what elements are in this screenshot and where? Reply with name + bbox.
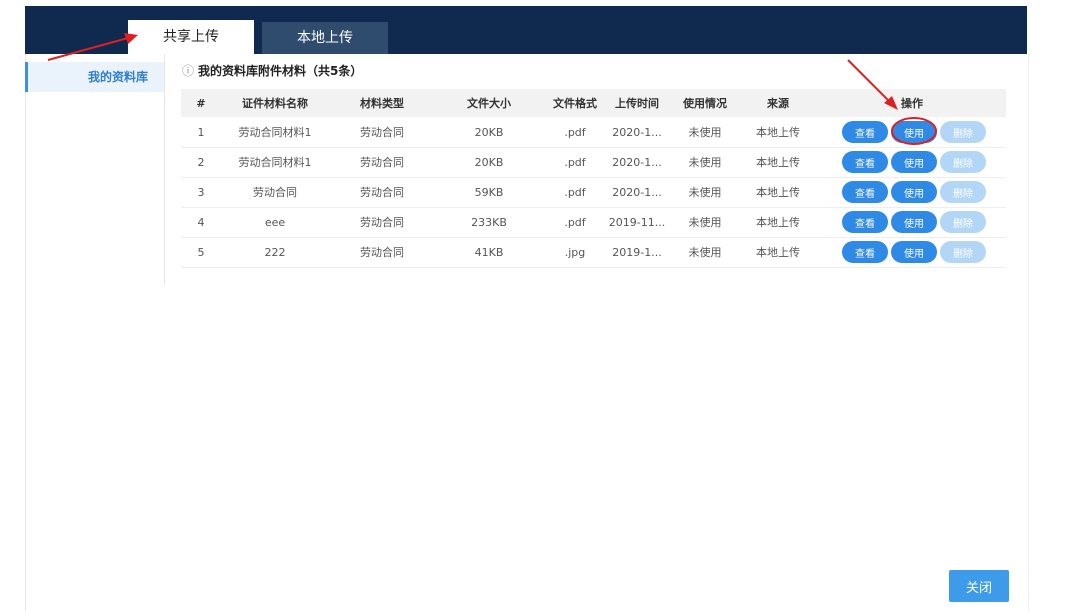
table-cell: 2020-1...: [612, 185, 662, 199]
action-button[interactable]: 使用: [891, 211, 937, 233]
table-cell: 5: [197, 245, 205, 259]
header-cell: 文件大小: [467, 97, 511, 110]
header-cell: 操作: [901, 97, 923, 110]
table-cell: 未使用: [688, 156, 722, 169]
heading: ⓘ 我的资料库附件材料（共5条）: [182, 62, 362, 79]
table-cell: 2020-1...: [612, 125, 662, 139]
action-button[interactable]: 删除: [940, 151, 986, 173]
table-cell: .jpg: [564, 245, 586, 259]
action-button[interactable]: 查看: [842, 241, 888, 263]
table-cell: 本地上传: [756, 246, 800, 259]
action-button[interactable]: 使用: [891, 121, 937, 143]
tab[interactable]: 共享上传: [128, 20, 254, 54]
table-cell: eee: [264, 215, 286, 229]
table-cell: 未使用: [688, 246, 722, 259]
action-button[interactable]: 删除: [940, 241, 986, 263]
tab[interactable]: 本地上传: [262, 22, 388, 54]
table-cell: 未使用: [688, 216, 722, 229]
header-cell: 材料类型: [360, 97, 404, 110]
action-button[interactable]: 查看: [842, 121, 888, 143]
table-cell: 2: [197, 155, 205, 169]
table-cell: 劳动合同: [360, 216, 404, 229]
table-cell: 劳动合同: [360, 156, 404, 169]
table-cell: 劳动合同: [360, 246, 404, 259]
header-cell: 证件材料名称: [242, 97, 308, 110]
table-row: 2 劳动合同材料1 劳动合同 20KB .pdf 2020-1... 未使用 本地上传 查看 使用…: [181, 147, 1006, 178]
info-icon: ⓘ: [182, 64, 195, 78]
header-cell: 来源: [767, 97, 789, 110]
table-cell: 222: [264, 245, 286, 259]
panel: [25, 54, 1029, 611]
action-button[interactable]: 使用: [891, 181, 937, 203]
sidebar: [25, 54, 165, 285]
table-cell: 20KB: [474, 155, 504, 169]
action-button[interactable]: 查看: [842, 151, 888, 173]
header-cell: 文件格式: [553, 97, 597, 110]
table-cell: 2020-1...: [612, 155, 662, 169]
table-cell: .pdf: [564, 155, 586, 169]
table-cell: .pdf: [564, 215, 586, 229]
table-cell: 未使用: [688, 126, 722, 139]
header-cell: 上传时间: [615, 97, 659, 110]
table-row: 4 eee 劳动合同 233KB .pdf 2019-11... 未使用 本地上传 查看 使用 删除: [181, 207, 1006, 238]
action-button[interactable]: 使用: [891, 241, 937, 263]
table-cell: 1: [197, 125, 205, 139]
table-cell: 劳动合同材料1: [238, 126, 312, 139]
table-header: # 证件材料名称 材料类型 文件大小 文件格式 上传时间 使用情况 来源 操作: [181, 89, 1006, 117]
table-cell: 20KB: [474, 125, 504, 139]
table-cell: 3: [197, 185, 205, 199]
action-button[interactable]: 删除: [940, 211, 986, 233]
table-cell: 本地上传: [756, 216, 800, 229]
action-button[interactable]: 使用: [891, 151, 937, 173]
table-cell: .pdf: [564, 125, 586, 139]
action-button[interactable]: 查看: [842, 181, 888, 203]
table-cell: 2019-1...: [612, 245, 662, 259]
table-row: 1 劳动合同材料1 劳动合同 20KB .pdf 2020-1... 未使用 本地上传 查看 使用…: [181, 117, 1006, 148]
header-cell: 使用情况: [683, 97, 727, 110]
close-button[interactable]: 关闭: [949, 570, 1009, 602]
heading-text: 我的资料库附件材料（共5条）: [198, 64, 363, 78]
table-cell: 劳动合同: [253, 186, 297, 199]
table-cell: 本地上传: [756, 126, 800, 139]
table-cell: 未使用: [688, 186, 722, 199]
table-cell: 2019-11...: [608, 215, 666, 229]
table-cell: 233KB: [471, 215, 507, 229]
table-cell: .pdf: [564, 185, 586, 199]
table-cell: 劳动合同材料1: [238, 156, 312, 169]
table-cell: 本地上传: [756, 186, 800, 199]
table-cell: 59KB: [474, 185, 504, 199]
action-button[interactable]: 删除: [940, 181, 986, 203]
table-cell: 本地上传: [756, 156, 800, 169]
table-cell: 4: [197, 215, 205, 229]
header-cell: #: [196, 96, 206, 110]
table-row: 5 222 劳动合同 41KB .jpg 2019-1... 未使用 本地上传 查看 使用 删除: [181, 237, 1006, 268]
sidebar-item[interactable]: 我的资料库: [25, 62, 164, 92]
table-cell: 41KB: [474, 245, 504, 259]
action-button[interactable]: 查看: [842, 211, 888, 233]
table-cell: 劳动合同: [360, 126, 404, 139]
table-cell: 劳动合同: [360, 186, 404, 199]
table-row: 3 劳动合同 劳动合同 59KB .pdf 2020-1... 未使用 本地上传 查看 使用 删除: [181, 177, 1006, 208]
action-button[interactable]: 删除: [940, 121, 986, 143]
